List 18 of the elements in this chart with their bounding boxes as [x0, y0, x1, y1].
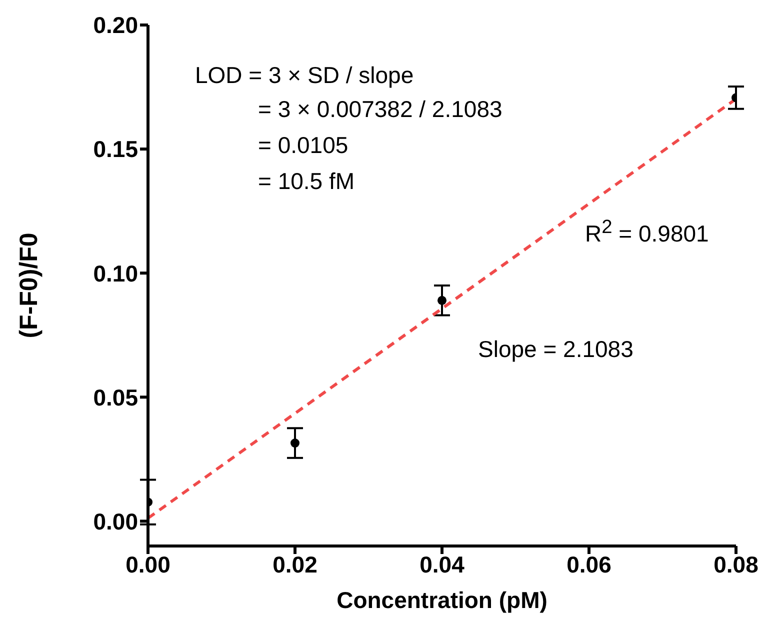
y-tick-label: 0.00 — [93, 508, 138, 534]
annotation: = 0.0105 — [258, 132, 348, 159]
annotation: LOD = 3 × SD / slope — [195, 62, 414, 89]
y-tick-label: 0.10 — [93, 260, 138, 286]
x-tick-label: 0.04 — [420, 551, 465, 578]
annotation: R$^{2}$ = 0.9801 — [585, 217, 709, 248]
y-tick-label: 0.20 — [93, 12, 138, 38]
x-axis-title: Concentration (pM) — [336, 587, 548, 613]
annotation: Slope = 2.1083 — [478, 336, 634, 363]
y-tick-label: 0.05 — [93, 384, 138, 410]
x-tick-label: 0.02 — [272, 551, 318, 578]
y-axis-title: (F-F0)/F0 — [14, 232, 43, 338]
x-tick-label: 0.08 — [714, 551, 759, 578]
annotation: = 3 × 0.007382 / 2.1083 — [258, 96, 502, 123]
annotation: = 10.5 fM — [258, 168, 355, 195]
x-tick-label: 0.06 — [566, 551, 612, 578]
y-tick-label: 0.15 — [93, 136, 138, 162]
x-tick-label: 0.00 — [126, 551, 170, 578]
